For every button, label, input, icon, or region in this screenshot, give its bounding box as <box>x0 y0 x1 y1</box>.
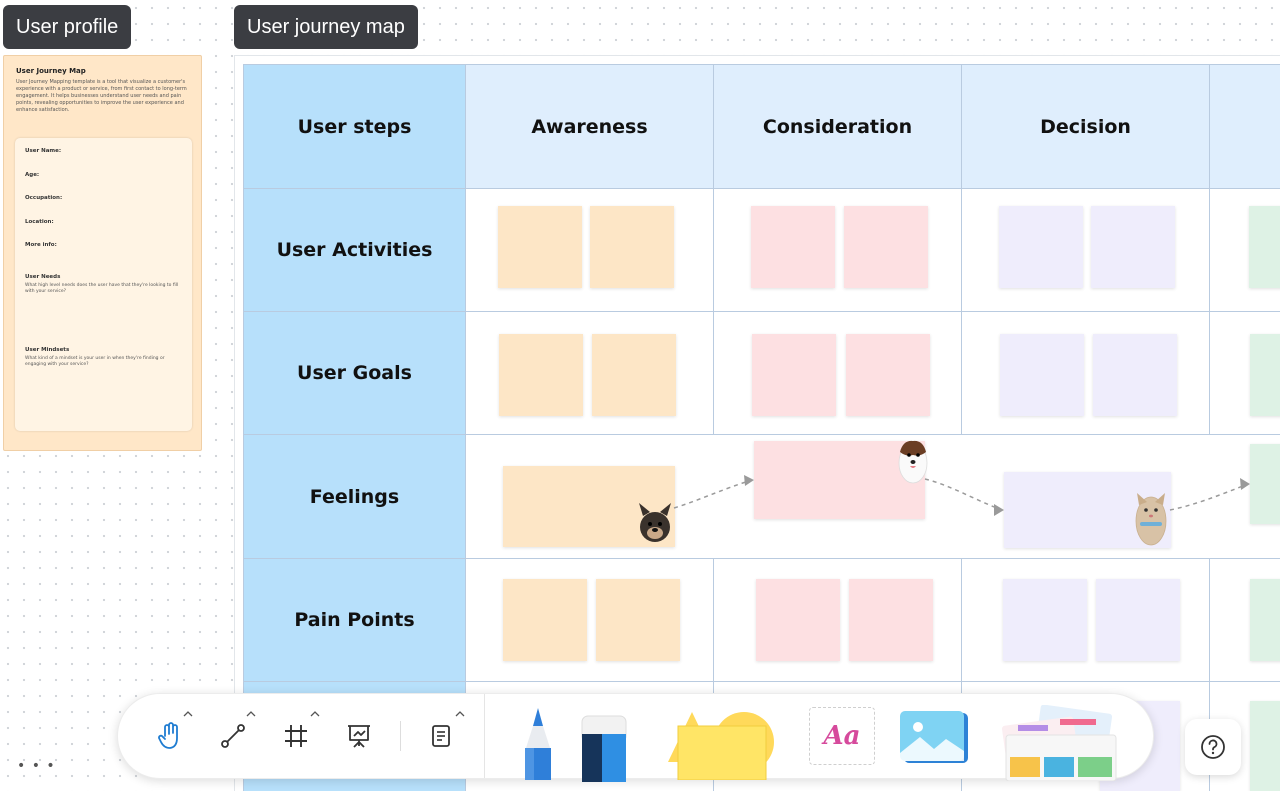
connector-line[interactable] <box>924 478 1003 511</box>
profile-description: User Journey Mapping template is a tool … <box>16 79 187 113</box>
connector-line[interactable] <box>673 479 753 509</box>
field-location: Location: <box>25 218 54 225</box>
row-label: User Activities <box>276 239 433 261</box>
sticky-note[interactable] <box>1250 334 1280 416</box>
feeling-note-consideration[interactable] <box>754 441 925 519</box>
field-occupation: Occupation: <box>25 195 63 201</box>
field-age: Age: <box>25 171 40 178</box>
sticky-note[interactable] <box>1091 206 1175 288</box>
row-label: Feelings <box>309 485 400 508</box>
corner-cell: User steps <box>243 64 466 189</box>
sticky-note[interactable] <box>751 206 835 288</box>
sticky-note[interactable] <box>1093 334 1177 416</box>
user-needs-title: User Needs <box>25 273 61 280</box>
sticky-note[interactable] <box>1000 334 1084 416</box>
cat-sticker[interactable] <box>1135 493 1167 546</box>
bulldog-sticker[interactable] <box>639 503 671 542</box>
sticky-note[interactable] <box>844 206 928 288</box>
sticky-note[interactable] <box>590 206 674 288</box>
sticky-note[interactable] <box>752 334 836 416</box>
stage-header-awareness: Awareness <box>465 64 714 189</box>
text-tool-label: Aa <box>823 721 861 751</box>
toolbar-divider <box>484 694 485 778</box>
presentation-icon[interactable] <box>341 716 377 756</box>
row-label: Pain Points <box>294 609 415 631</box>
sticky-note[interactable] <box>1250 701 1280 791</box>
row-label: User Goals <box>297 362 412 384</box>
sticky-note[interactable] <box>849 579 933 661</box>
sticky-note[interactable] <box>499 334 583 416</box>
field-more-info: More info: <box>25 242 57 248</box>
help-button[interactable] <box>1185 719 1241 775</box>
sticky-note[interactable] <box>846 334 930 416</box>
row-header-feelings: Feelings <box>243 434 466 559</box>
feeling-note-next[interactable] <box>1250 444 1280 524</box>
sticky-note[interactable] <box>592 334 676 416</box>
sticky-note[interactable] <box>1096 579 1180 661</box>
field-user-name: User Name: <box>25 148 62 154</box>
arrow-head <box>994 504 1004 516</box>
user-mindsets-description: What kind of a mindset is your user in w… <box>25 355 165 367</box>
chevron-up-icon[interactable] <box>310 710 320 718</box>
chevron-up-icon[interactable] <box>183 710 193 718</box>
connector-line[interactable] <box>1169 483 1249 511</box>
sticky-note[interactable] <box>756 579 840 661</box>
profile-title: User Journey Map <box>16 67 86 75</box>
row-header-activities: User Activities <box>243 188 466 312</box>
dog-sticker[interactable] <box>898 440 928 484</box>
more-options-button[interactable]: • • • <box>17 758 56 774</box>
user-mindsets-title: User Mindsets <box>25 346 70 353</box>
arrow-head <box>1240 478 1250 490</box>
templates-tool[interactable] <box>1000 705 1120 781</box>
sticky-note[interactable] <box>503 579 587 661</box>
stage-header-decision: Decision <box>961 64 1210 189</box>
text-tool[interactable]: Aa <box>809 707 875 765</box>
eraser-tool[interactable] <box>580 714 628 782</box>
sticky-note[interactable] <box>1250 579 1280 661</box>
stage-label: Decision <box>1040 115 1131 138</box>
sticky-note[interactable] <box>999 206 1083 288</box>
pen-tool[interactable] <box>520 708 556 780</box>
sticky-note[interactable] <box>498 206 582 288</box>
corner-label: User steps <box>297 115 412 138</box>
stage-header-next <box>1209 64 1280 189</box>
sticky-note[interactable] <box>1249 206 1280 288</box>
bottom-toolbar <box>117 693 1154 779</box>
profile-form[interactable]: User Name: Age: Occupation: Location: Mo… <box>15 138 192 431</box>
note-icon[interactable] <box>423 716 459 756</box>
stage-label: Awareness <box>531 115 648 138</box>
sticky-note[interactable] <box>596 579 680 661</box>
connector-icon[interactable] <box>215 716 251 756</box>
image-tool[interactable] <box>898 709 972 767</box>
stage-label: Consideration <box>762 115 913 138</box>
question-icon <box>1201 735 1225 759</box>
frame-icon[interactable] <box>278 716 314 756</box>
user-needs-description: What high level needs does the user have… <box>25 282 179 294</box>
row-header-goals: User Goals <box>243 311 466 435</box>
row-header-pain-points: Pain Points <box>243 558 466 682</box>
toolbar-divider <box>400 721 401 751</box>
journey-map-frame-label[interactable]: User journey map <box>234 5 418 49</box>
chevron-up-icon[interactable] <box>455 710 465 718</box>
stage-header-consideration: Consideration <box>713 64 962 189</box>
hand-icon[interactable] <box>152 716 188 756</box>
user-profile-frame-label[interactable]: User profile <box>3 5 132 49</box>
chevron-up-icon[interactable] <box>246 710 256 718</box>
user-profile-card[interactable]: User Journey Map User Journey Mapping te… <box>3 55 202 451</box>
shapes-tool[interactable] <box>662 710 778 780</box>
sticky-note[interactable] <box>1003 579 1087 661</box>
arrow-head <box>744 475 754 486</box>
